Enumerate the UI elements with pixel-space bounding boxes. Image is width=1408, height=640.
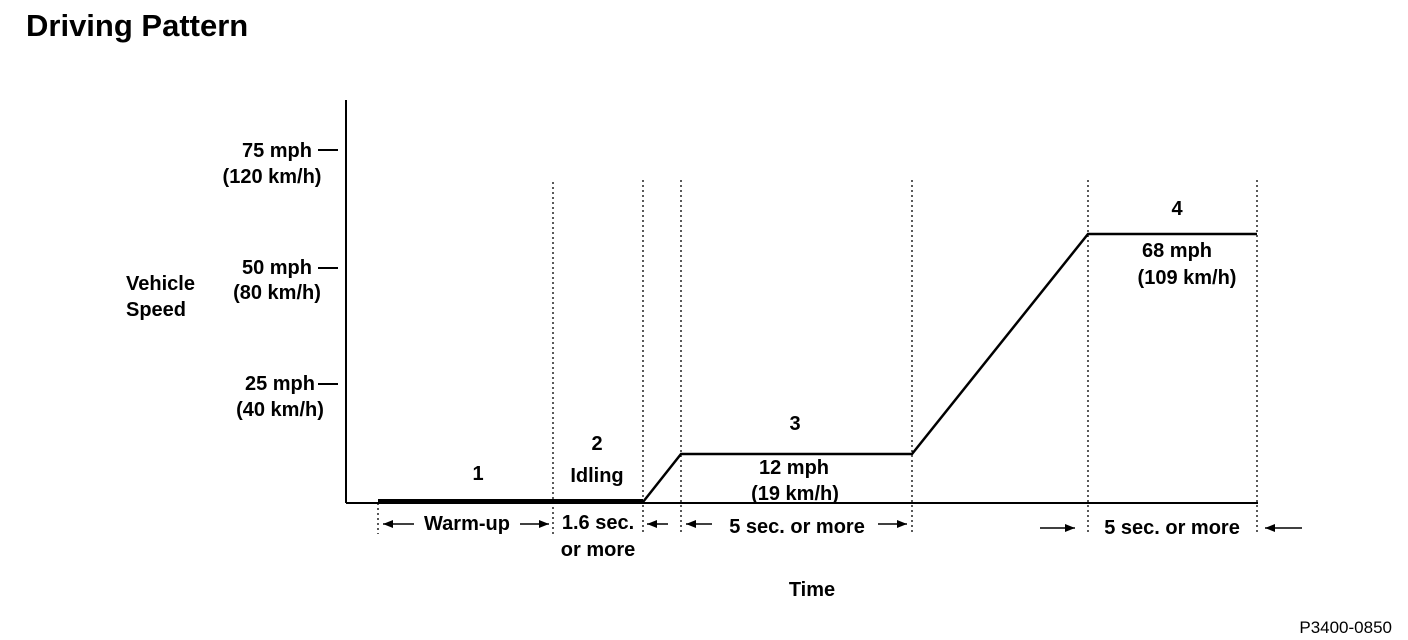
- phase-4-speed-mph: 68 mph: [1142, 240, 1212, 262]
- page-title: Driving Pattern: [26, 8, 249, 43]
- phase-3-number: 3: [789, 413, 800, 435]
- x-axis-label: Time: [789, 579, 835, 601]
- phase-2-duration-line2: or more: [561, 539, 635, 561]
- phase-2-number: 2: [591, 433, 602, 455]
- phase-4-duration: 5 sec. or more: [1104, 517, 1240, 539]
- y-axis-label-line2: Speed: [126, 299, 186, 321]
- y-axis-label-line1: Vehicle: [126, 273, 195, 295]
- speed-profile-line: [642, 232, 1257, 503]
- phase-3-speed-mph: 12 mph: [759, 457, 829, 479]
- phase-4-number: 4: [1171, 198, 1183, 220]
- phase-3-speed-kmh: (19 km/h): [751, 483, 839, 505]
- figure-code: P3400-0850: [1299, 618, 1392, 637]
- tick-25-kmh: (40 km/h): [236, 399, 324, 421]
- phase-4-speed-kmh: (109 km/h): [1138, 267, 1237, 289]
- phase-1-number: 1: [472, 463, 483, 485]
- phase-1-duration: Warm-up: [424, 513, 510, 535]
- tick-75-mph: 75 mph: [242, 140, 312, 162]
- tick-75-kmh: (120 km/h): [223, 166, 322, 188]
- phase-2-duration-line1: 1.6 sec.: [562, 512, 634, 534]
- tick-50-mph: 50 mph: [242, 257, 312, 279]
- tick-50-kmh: (80 km/h): [233, 282, 321, 304]
- tick-25-mph: 25 mph: [245, 373, 315, 395]
- phase-3-duration: 5 sec. or more: [729, 516, 865, 538]
- phase-2-name: Idling: [570, 465, 623, 487]
